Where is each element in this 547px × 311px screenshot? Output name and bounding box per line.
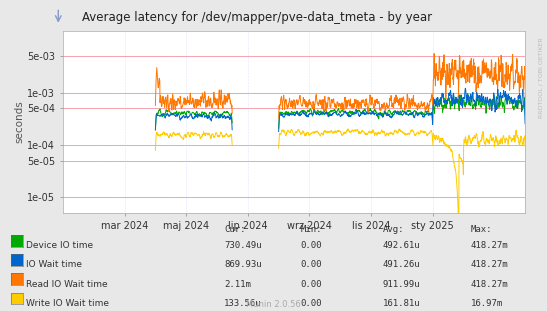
Text: IO Wait time: IO Wait time — [26, 260, 82, 269]
Y-axis label: seconds: seconds — [14, 101, 25, 143]
Text: 2.11m: 2.11m — [224, 280, 251, 289]
Text: 161.81u: 161.81u — [383, 299, 421, 308]
Text: 418.27m: 418.27m — [470, 241, 508, 250]
Text: 0.00: 0.00 — [301, 299, 322, 308]
Text: 16.97m: 16.97m — [470, 299, 503, 308]
Text: Munin 2.0.56: Munin 2.0.56 — [246, 300, 301, 309]
Text: Avg:: Avg: — [383, 225, 404, 234]
Text: 0.00: 0.00 — [301, 241, 322, 250]
Text: 730.49u: 730.49u — [224, 241, 262, 250]
Text: 133.56u: 133.56u — [224, 299, 262, 308]
Text: Cur:: Cur: — [224, 225, 246, 234]
Text: 418.27m: 418.27m — [470, 280, 508, 289]
Text: 869.93u: 869.93u — [224, 260, 262, 269]
Text: 911.99u: 911.99u — [383, 280, 421, 289]
Text: 492.61u: 492.61u — [383, 241, 421, 250]
Text: Average latency for /dev/mapper/pve-data_tmeta - by year: Average latency for /dev/mapper/pve-data… — [82, 11, 432, 24]
Text: Device IO time: Device IO time — [26, 241, 94, 250]
Text: 0.00: 0.00 — [301, 260, 322, 269]
Text: 0.00: 0.00 — [301, 280, 322, 289]
Text: Max:: Max: — [470, 225, 492, 234]
Text: 418.27m: 418.27m — [470, 260, 508, 269]
Text: Min:: Min: — [301, 225, 322, 234]
Text: RRDTOOL / TOBI OETIKER: RRDTOOL / TOBI OETIKER — [538, 37, 543, 118]
Text: Read IO Wait time: Read IO Wait time — [26, 280, 108, 289]
Text: 491.26u: 491.26u — [383, 260, 421, 269]
Text: Write IO Wait time: Write IO Wait time — [26, 299, 109, 308]
